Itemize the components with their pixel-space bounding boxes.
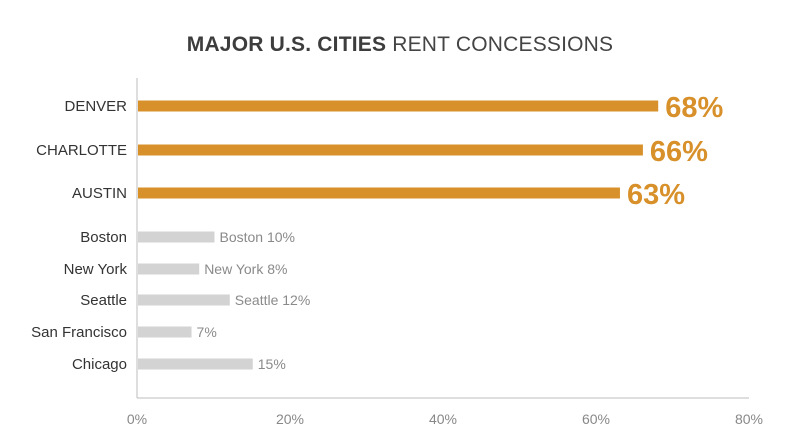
x-tick-label: 0% xyxy=(127,411,147,427)
data-label: 7% xyxy=(197,324,217,340)
x-tick-label: 60% xyxy=(582,411,610,427)
category-label: Boston xyxy=(80,229,127,246)
bar xyxy=(138,100,659,112)
category-label: DENVER xyxy=(64,98,127,115)
bar xyxy=(138,358,253,370)
category-label: Chicago xyxy=(72,356,127,373)
x-tick-label: 40% xyxy=(429,411,457,427)
category-label: Seattle xyxy=(80,292,127,309)
chart-title-rest: RENT CONCESSIONS xyxy=(392,33,614,56)
data-label: 15% xyxy=(258,356,286,372)
data-label: New York 8% xyxy=(204,261,287,277)
data-label: 66% xyxy=(650,136,708,168)
bar xyxy=(138,187,620,199)
category-label: San Francisco xyxy=(31,324,127,341)
data-label: 63% xyxy=(627,179,685,211)
x-tick-label: 80% xyxy=(735,411,763,427)
category-label: New York xyxy=(64,261,128,278)
data-label: 68% xyxy=(665,92,723,124)
category-label: AUSTIN xyxy=(72,185,127,202)
bar xyxy=(138,231,215,243)
x-tick-label: 20% xyxy=(276,411,304,427)
chart-title: MAJOR U.S. CITIES RENT CONCESSIONS xyxy=(0,33,800,57)
bar xyxy=(138,144,643,156)
category-label: CHARLOTTE xyxy=(36,142,127,159)
data-label: Boston 10% xyxy=(220,229,296,245)
bar xyxy=(138,263,200,275)
data-label: Seattle 12% xyxy=(235,292,310,308)
chart-title-bold: MAJOR U.S. CITIES xyxy=(186,33,387,56)
bar xyxy=(138,294,230,306)
bar xyxy=(138,326,192,338)
